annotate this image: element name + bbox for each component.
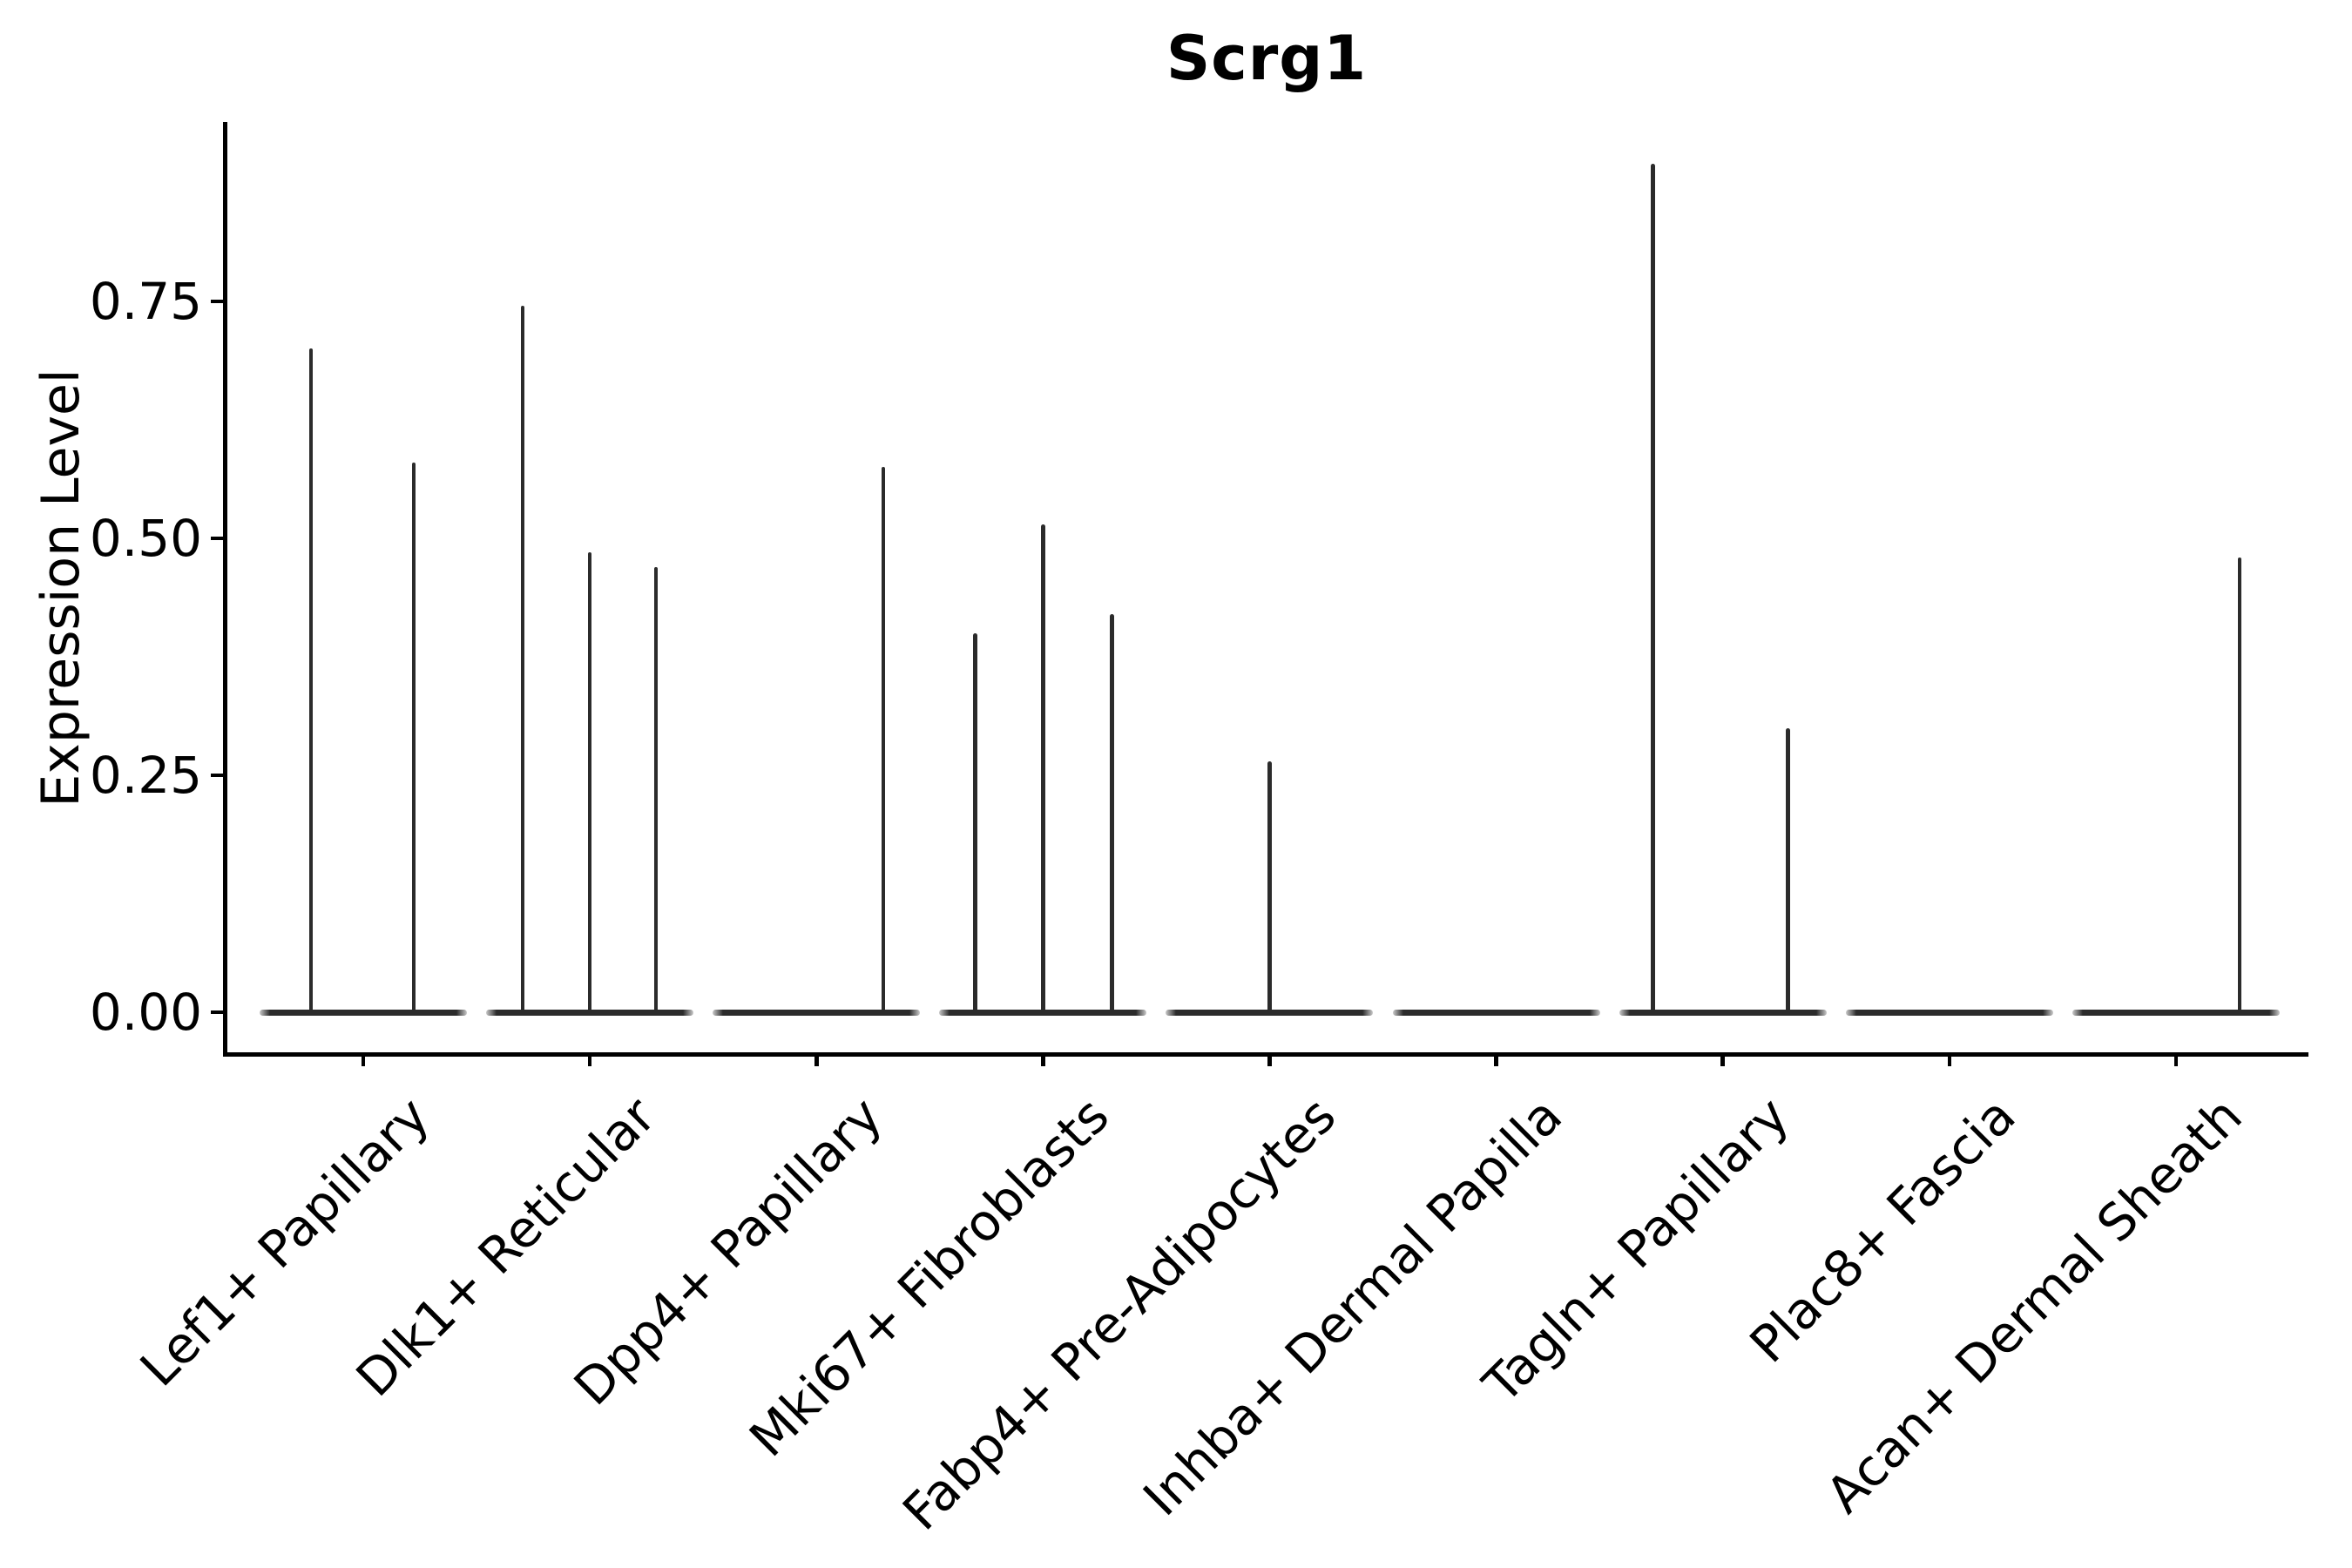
violin-baseline	[1619, 1009, 1827, 1016]
y-tick-label: 0.00	[89, 983, 202, 1042]
violin-baseline	[1166, 1009, 1374, 1016]
x-tick-label: Fabp4+ Pre-Adipocytes	[890, 1085, 1348, 1542]
x-tick-label: Acan+ Dermal Sheath	[1815, 1085, 2254, 1525]
violin-spike	[1651, 164, 1655, 1012]
x-tick-mark	[1720, 1052, 1725, 1066]
x-tick-mark	[1947, 1052, 1951, 1066]
x-tick-mark	[1041, 1052, 1045, 1066]
y-tick-mark	[211, 773, 225, 778]
violin-spike	[411, 462, 416, 1012]
x-tick-mark	[1267, 1052, 1272, 1066]
x-tick-mark	[814, 1052, 819, 1066]
y-tick-label: 0.75	[89, 272, 202, 331]
x-tick-mark	[1494, 1052, 1498, 1066]
x-tick-mark	[587, 1052, 592, 1066]
x-tick-label: Inhba+ Dermal Papilla	[1132, 1085, 1574, 1528]
y-tick-label: 0.50	[89, 509, 202, 568]
violin-spike	[2237, 557, 2242, 1012]
violin-baseline	[939, 1009, 1147, 1016]
violin-spike	[1267, 760, 1272, 1012]
violin-baseline	[260, 1009, 467, 1016]
violin-baseline	[713, 1009, 921, 1016]
violin-spike	[308, 348, 314, 1012]
y-tick-mark	[211, 299, 225, 304]
y-tick-label: 0.25	[89, 746, 202, 805]
violin-baseline	[1392, 1009, 1600, 1016]
violin-spike	[587, 552, 592, 1012]
x-axis-spine	[223, 1052, 2308, 1057]
violin-baseline	[1845, 1009, 2053, 1016]
violin-spike	[1110, 614, 1114, 1012]
y-tick-mark	[211, 1010, 225, 1015]
violin-spike	[881, 467, 886, 1012]
violin-baseline	[2072, 1009, 2280, 1016]
violin-spike	[973, 632, 977, 1012]
violin-baseline	[486, 1009, 694, 1016]
violin-spike	[520, 306, 525, 1012]
x-tick-mark	[2173, 1052, 2179, 1066]
y-axis-spine	[223, 122, 227, 1057]
violin-spike	[1786, 727, 1790, 1012]
violin-spike	[653, 566, 659, 1012]
y-tick-mark	[211, 536, 225, 541]
x-tick-mark	[361, 1052, 366, 1066]
chart-title: Scrg1	[1166, 23, 1368, 94]
violin-spike	[1041, 524, 1045, 1012]
